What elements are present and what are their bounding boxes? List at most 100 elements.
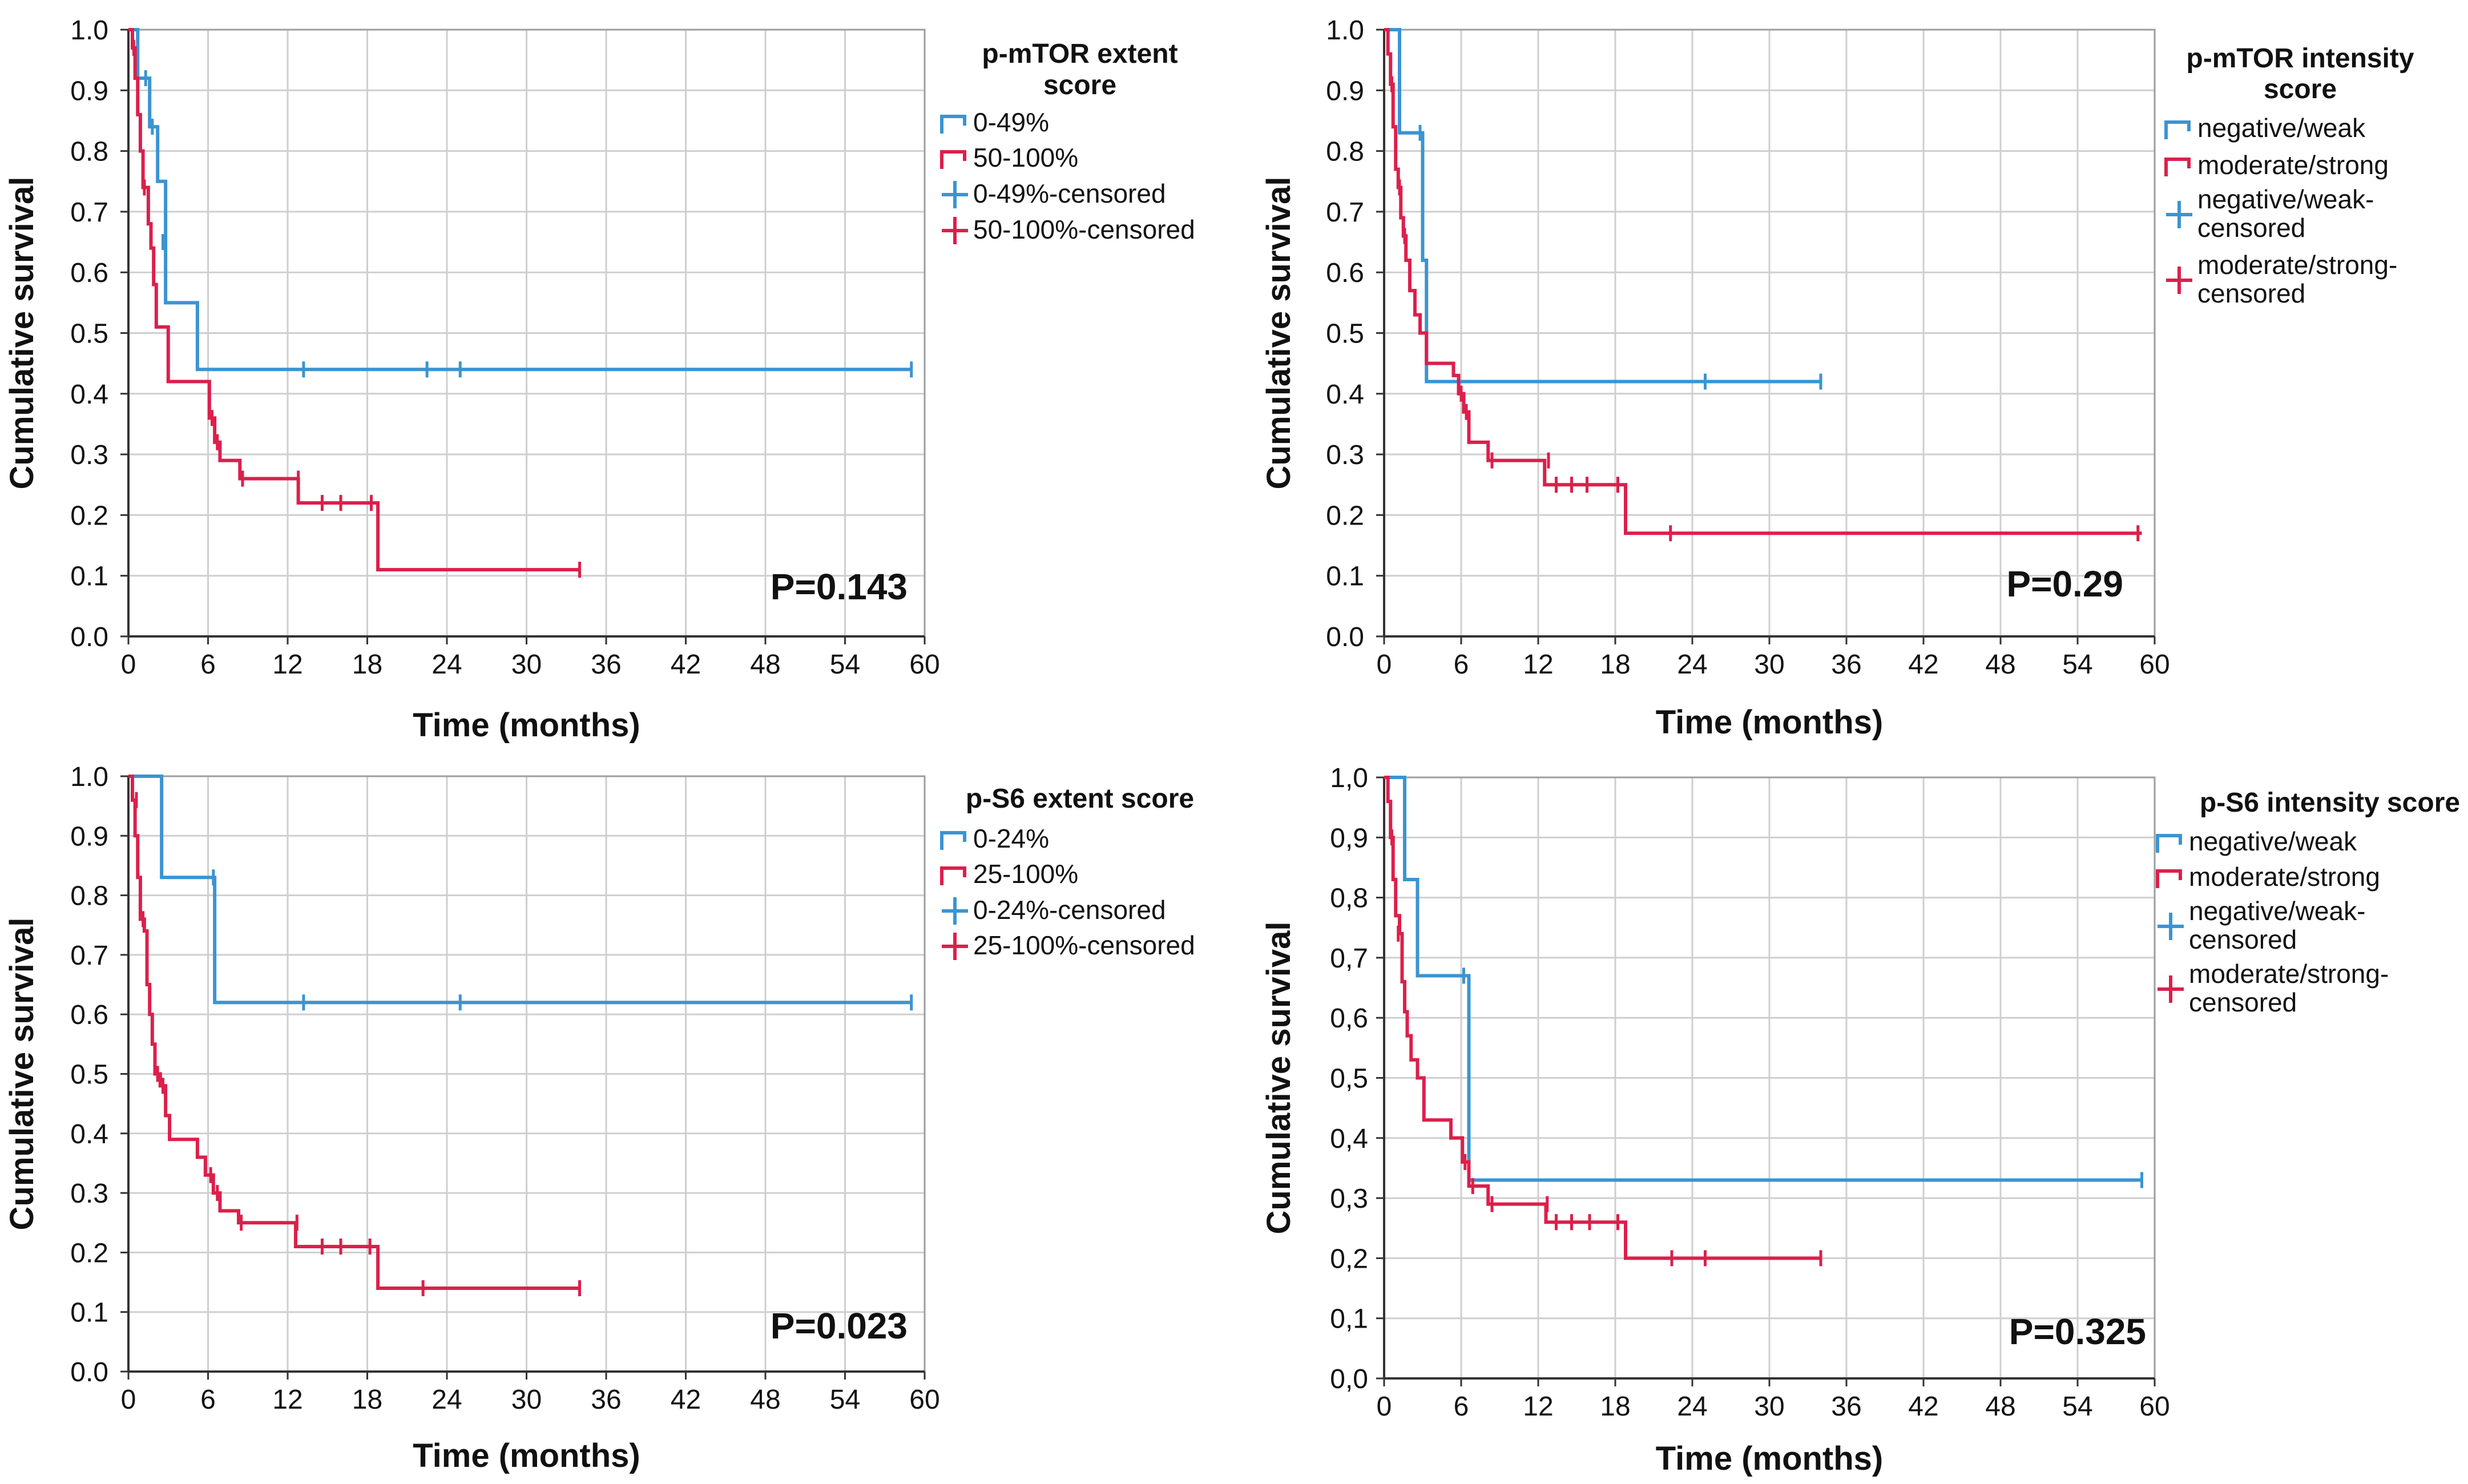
- gridlines: [127, 29, 926, 638]
- legend-title: p-S6 extent score: [966, 784, 1194, 814]
- gridlines: [1383, 29, 2156, 638]
- chart-panel-4: 0 6 12 18 24 30 36 42 48 54 60 0,0 0,1 0,2 0,3 0,4 0,5 0,…: [1260, 763, 2460, 1477]
- y-tick-label: 0.8: [70, 881, 108, 912]
- km-step-line-0-24-: [128, 775, 912, 1005]
- legend-title: score: [2264, 74, 2337, 104]
- x-tick-label: 0: [121, 650, 136, 680]
- x-axis-title: Time (months): [1656, 704, 1884, 741]
- legend: p-S6 extent score 0-24% 25-100% 0-24%-censo…: [940, 784, 1195, 960]
- legend-item-label: censored: [2189, 987, 2297, 1017]
- x-tick-label: 42: [1908, 650, 1938, 680]
- y-tick-label: 0.6: [1326, 258, 1364, 288]
- y-tick-label: 0,7: [1330, 943, 1368, 974]
- y-tick-label: 1.0: [1326, 15, 1364, 46]
- chart-panel-1: 0 6 12 18 24 30 36 42 48 54 60 0.0 0.1 0.2 0.3 0.4 0.5 0.…: [3, 15, 1195, 744]
- y-tick-label: 0.3: [70, 440, 108, 470]
- x-tick-label: 30: [1754, 650, 1784, 680]
- legend-item-label: negative/weak-: [2197, 184, 2374, 214]
- x-tick-label: 6: [1454, 650, 1469, 680]
- y-axis-title: Cumulative survival: [1260, 922, 1297, 1235]
- x-tick-label: 36: [591, 1385, 621, 1415]
- legend-item-label: negative/weak: [2189, 826, 2357, 856]
- x-tick-label: 36: [1831, 1392, 1861, 1422]
- legend-step-swatch: [940, 150, 966, 169]
- legend-item-label: moderate/strong: [2189, 862, 2380, 892]
- legend-item-label: moderate/strong: [2197, 150, 2389, 180]
- km-step-line-moderate-strong: [1384, 28, 2142, 535]
- chart-panel-3: 0 6 12 18 24 30 36 42 48 54 60 0.0 0.1 0.2 0.3 0.4 0.5 0.…: [3, 762, 1195, 1474]
- x-tick-label: 30: [511, 1385, 542, 1415]
- y-tick-label: 1.0: [70, 15, 108, 46]
- x-tick-label: 60: [909, 650, 939, 680]
- y-tick-label: 0,1: [1330, 1304, 1368, 1334]
- legend-item-label: 50-100%-censored: [973, 215, 1195, 244]
- y-tick-label: 0.9: [70, 821, 108, 852]
- y-tick-label: 0.6: [70, 258, 108, 288]
- gridlines: [1383, 776, 2156, 1380]
- x-tick-label: 42: [671, 1385, 701, 1415]
- x-tick-label: 24: [432, 1385, 462, 1415]
- y-tick-label: 0.6: [70, 1000, 108, 1030]
- legend-step-swatch: [2156, 869, 2182, 888]
- y-tick-label: 0,9: [1330, 823, 1368, 853]
- legend-item-label: 0-49%: [973, 107, 1049, 137]
- x-axis-title: Time (months): [413, 1437, 640, 1474]
- x-tick-label: 30: [1754, 1392, 1784, 1422]
- legend-title: p-S6 intensity score: [2200, 788, 2460, 818]
- y-tick-label: 0,5: [1330, 1064, 1368, 1094]
- x-tick-label: 12: [1523, 1392, 1553, 1422]
- legend-item-label: censored: [2197, 279, 2305, 308]
- y-tick-label: 0.7: [1326, 197, 1364, 228]
- y-tick-label: 0.2: [1326, 501, 1364, 531]
- legend-item-label: censored: [2197, 213, 2305, 243]
- legend-item-label: moderate/strong-: [2189, 959, 2389, 989]
- legend-item-label: negative/weak: [2197, 113, 2366, 143]
- chart-panel-2: 0 6 12 18 24 30 36 42 48 54 60 0.0 0.1 0.2 0.3 0.4 0.5 0.…: [1260, 15, 2414, 741]
- y-tick-label: 0.8: [70, 137, 108, 167]
- y-tick-label: 0.5: [70, 1060, 108, 1090]
- x-tick-label: 48: [750, 1385, 780, 1415]
- x-tick-label: 54: [830, 1385, 860, 1415]
- y-tick-label: 0,0: [1330, 1364, 1368, 1394]
- x-tick-label: 60: [909, 1385, 939, 1415]
- x-tick-label: 18: [1600, 650, 1630, 680]
- legend-item-label: 25-100%-censored: [973, 930, 1195, 960]
- km-step-line-negative-weak: [1384, 28, 1821, 384]
- legend-item-label: 0-49%-censored: [973, 179, 1166, 208]
- y-tick-label: 0,2: [1330, 1244, 1368, 1274]
- x-tick-label: 6: [200, 650, 216, 680]
- y-axis-title: Cumulative survival: [1260, 177, 1297, 490]
- p-value-label: P=0.325: [2009, 1311, 2146, 1352]
- legend-step-swatch: [940, 866, 966, 885]
- x-axis-title: Time (months): [413, 707, 640, 744]
- x-tick-label: 24: [432, 650, 462, 680]
- legend-item-label: censored: [2189, 925, 2297, 954]
- y-tick-label: 0.9: [1326, 76, 1364, 106]
- x-tick-label: 54: [830, 650, 860, 680]
- y-tick-label: 0.4: [70, 1119, 108, 1150]
- y-tick-label: 0.7: [70, 197, 108, 228]
- y-tick-label: 0.1: [70, 562, 108, 592]
- km-step-line-50-100-: [128, 28, 580, 572]
- y-tick-label: 0,4: [1330, 1124, 1368, 1154]
- y-tick-label: 0.3: [70, 1179, 108, 1209]
- y-axis-title: Cumulative survival: [3, 918, 41, 1231]
- x-tick-label: 36: [591, 650, 621, 680]
- x-tick-label: 24: [1677, 650, 1707, 680]
- x-tick-label: 54: [2062, 650, 2092, 680]
- x-tick-label: 42: [1908, 1392, 1938, 1422]
- y-tick-label: 0.4: [1326, 380, 1364, 410]
- x-tick-label: 6: [1454, 1392, 1469, 1422]
- y-tick-label: 0.0: [70, 622, 108, 652]
- x-tick-label: 36: [1831, 650, 1861, 680]
- x-tick-label: 12: [272, 1385, 303, 1415]
- legend-step-swatch: [940, 115, 966, 134]
- legend-item-label: 0-24%-censored: [973, 895, 1166, 925]
- legend-item-label: moderate/strong-: [2197, 250, 2397, 280]
- y-tick-label: 1,0: [1330, 763, 1368, 793]
- y-tick-label: 0,6: [1330, 1003, 1368, 1034]
- y-tick-label: 0.4: [70, 380, 108, 410]
- x-tick-label: 0: [1377, 1392, 1392, 1422]
- x-tick-label: 48: [1985, 1392, 2015, 1422]
